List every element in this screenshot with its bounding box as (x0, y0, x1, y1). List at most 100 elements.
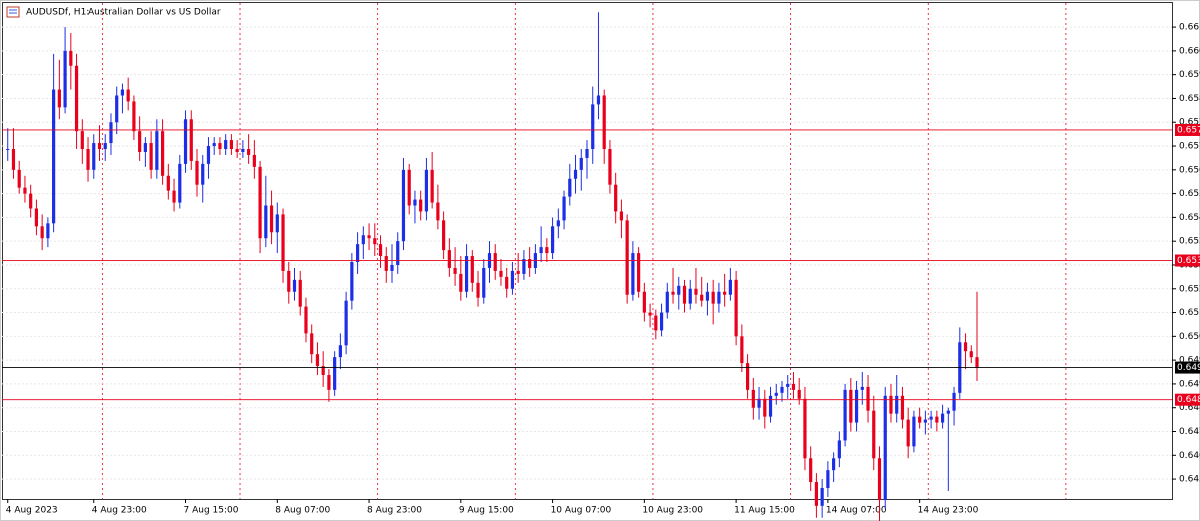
candle-body (34, 208, 39, 227)
candle-body (195, 160, 199, 185)
x-tick-label: 11 Aug 15:00 (734, 506, 795, 516)
candle-body (97, 143, 102, 150)
candle-body (832, 458, 836, 471)
candle-body (103, 143, 107, 150)
candle-body (510, 270, 515, 289)
candle-body (877, 458, 882, 500)
candle-body (522, 259, 526, 274)
y-tick-label: 0.65230 (1179, 284, 1200, 294)
x-tick-label: 4 Aug 2023 (6, 506, 58, 516)
candle-body (906, 419, 910, 447)
candle-body (745, 363, 750, 390)
candle-body (149, 143, 153, 170)
x-tick-label: 4 Aug 23:00 (92, 506, 147, 516)
candle-body (837, 440, 841, 459)
candle-body (539, 247, 543, 254)
y-tick-label: 0.64750 (1179, 427, 1200, 437)
candle-body (224, 140, 228, 150)
candle-body (355, 244, 360, 263)
candle-body (860, 386, 864, 390)
candle-body (872, 410, 876, 459)
candle-body (413, 199, 417, 206)
candle-body (344, 300, 348, 346)
candle-body (654, 315, 658, 331)
candle-body (568, 178, 572, 197)
candle-body (390, 264, 394, 271)
candle-body (918, 416, 922, 423)
candle-body (585, 149, 589, 158)
candle-body (631, 253, 635, 295)
candle-body (637, 253, 641, 292)
candle-body (573, 169, 578, 179)
candle-body (923, 419, 927, 423)
candle-body (671, 291, 675, 295)
candle-body (292, 279, 297, 292)
candle-body (459, 273, 463, 292)
y-tick-label: 0.66110 (1179, 23, 1200, 33)
price-level-label: 0.64965 (1177, 363, 1200, 373)
candle-body (424, 169, 429, 212)
candle-body (269, 205, 274, 233)
candle-body (74, 65, 79, 132)
candle-body (201, 163, 205, 185)
candle-body (596, 95, 601, 105)
candle-body (682, 285, 687, 304)
candle-body (373, 238, 377, 245)
candle-body (665, 291, 669, 313)
candle-body (120, 89, 125, 96)
candle-body (608, 149, 612, 185)
symbol: AUDUSDf, H1: (26, 8, 89, 18)
candle-body (298, 279, 302, 307)
candle-body (677, 285, 681, 295)
candle-body (367, 235, 371, 239)
candle-body (29, 193, 33, 209)
candle-body (407, 169, 411, 206)
candle-body (11, 149, 16, 170)
candle-body (350, 262, 354, 301)
candle-body (975, 357, 979, 368)
candle-body (814, 482, 819, 506)
y-tick-label: 0.65950 (1179, 70, 1200, 80)
candle-body (711, 291, 715, 304)
candle-body (688, 288, 692, 304)
candle-body (820, 487, 824, 506)
price-level-tag (1175, 393, 1200, 406)
candle-body (229, 140, 234, 150)
candle-body (80, 131, 84, 150)
candle-body (338, 345, 342, 358)
candle-body (940, 413, 945, 423)
candle-body (545, 247, 549, 254)
candle-body (889, 395, 893, 414)
candle-body (757, 398, 761, 408)
price-level-label: 0.64857 (1177, 395, 1200, 405)
candle-body (516, 270, 520, 274)
candle-body (734, 279, 738, 337)
y-tick-label: 0.65150 (1179, 308, 1200, 318)
candle-body (132, 101, 136, 132)
x-tick-label: 10 Aug 07:00 (551, 506, 612, 516)
candle-body (109, 122, 113, 144)
candle-body (183, 119, 188, 164)
candle-body (700, 294, 704, 301)
candle-body (952, 392, 956, 411)
candle-body (63, 50, 67, 108)
candle-body (57, 89, 61, 108)
candle-body (659, 312, 664, 331)
y-tick-label: 0.64830 (1179, 403, 1200, 413)
y-tick-label: 0.65870 (1179, 94, 1200, 104)
y-tick-label: 0.64990 (1179, 356, 1200, 366)
candle-body (791, 383, 796, 390)
candle-body (327, 375, 331, 390)
x-tick-label: 14 Aug 07:00 (826, 506, 887, 516)
candle-body (591, 104, 595, 150)
candle-body (419, 199, 423, 212)
candle-body (143, 143, 147, 152)
candle-body (642, 291, 646, 313)
candle-body (86, 149, 90, 170)
candle-body (550, 226, 555, 254)
candle-body (17, 169, 21, 188)
candle-body (935, 416, 939, 423)
candle-body (774, 392, 778, 396)
candle-body (912, 416, 916, 447)
